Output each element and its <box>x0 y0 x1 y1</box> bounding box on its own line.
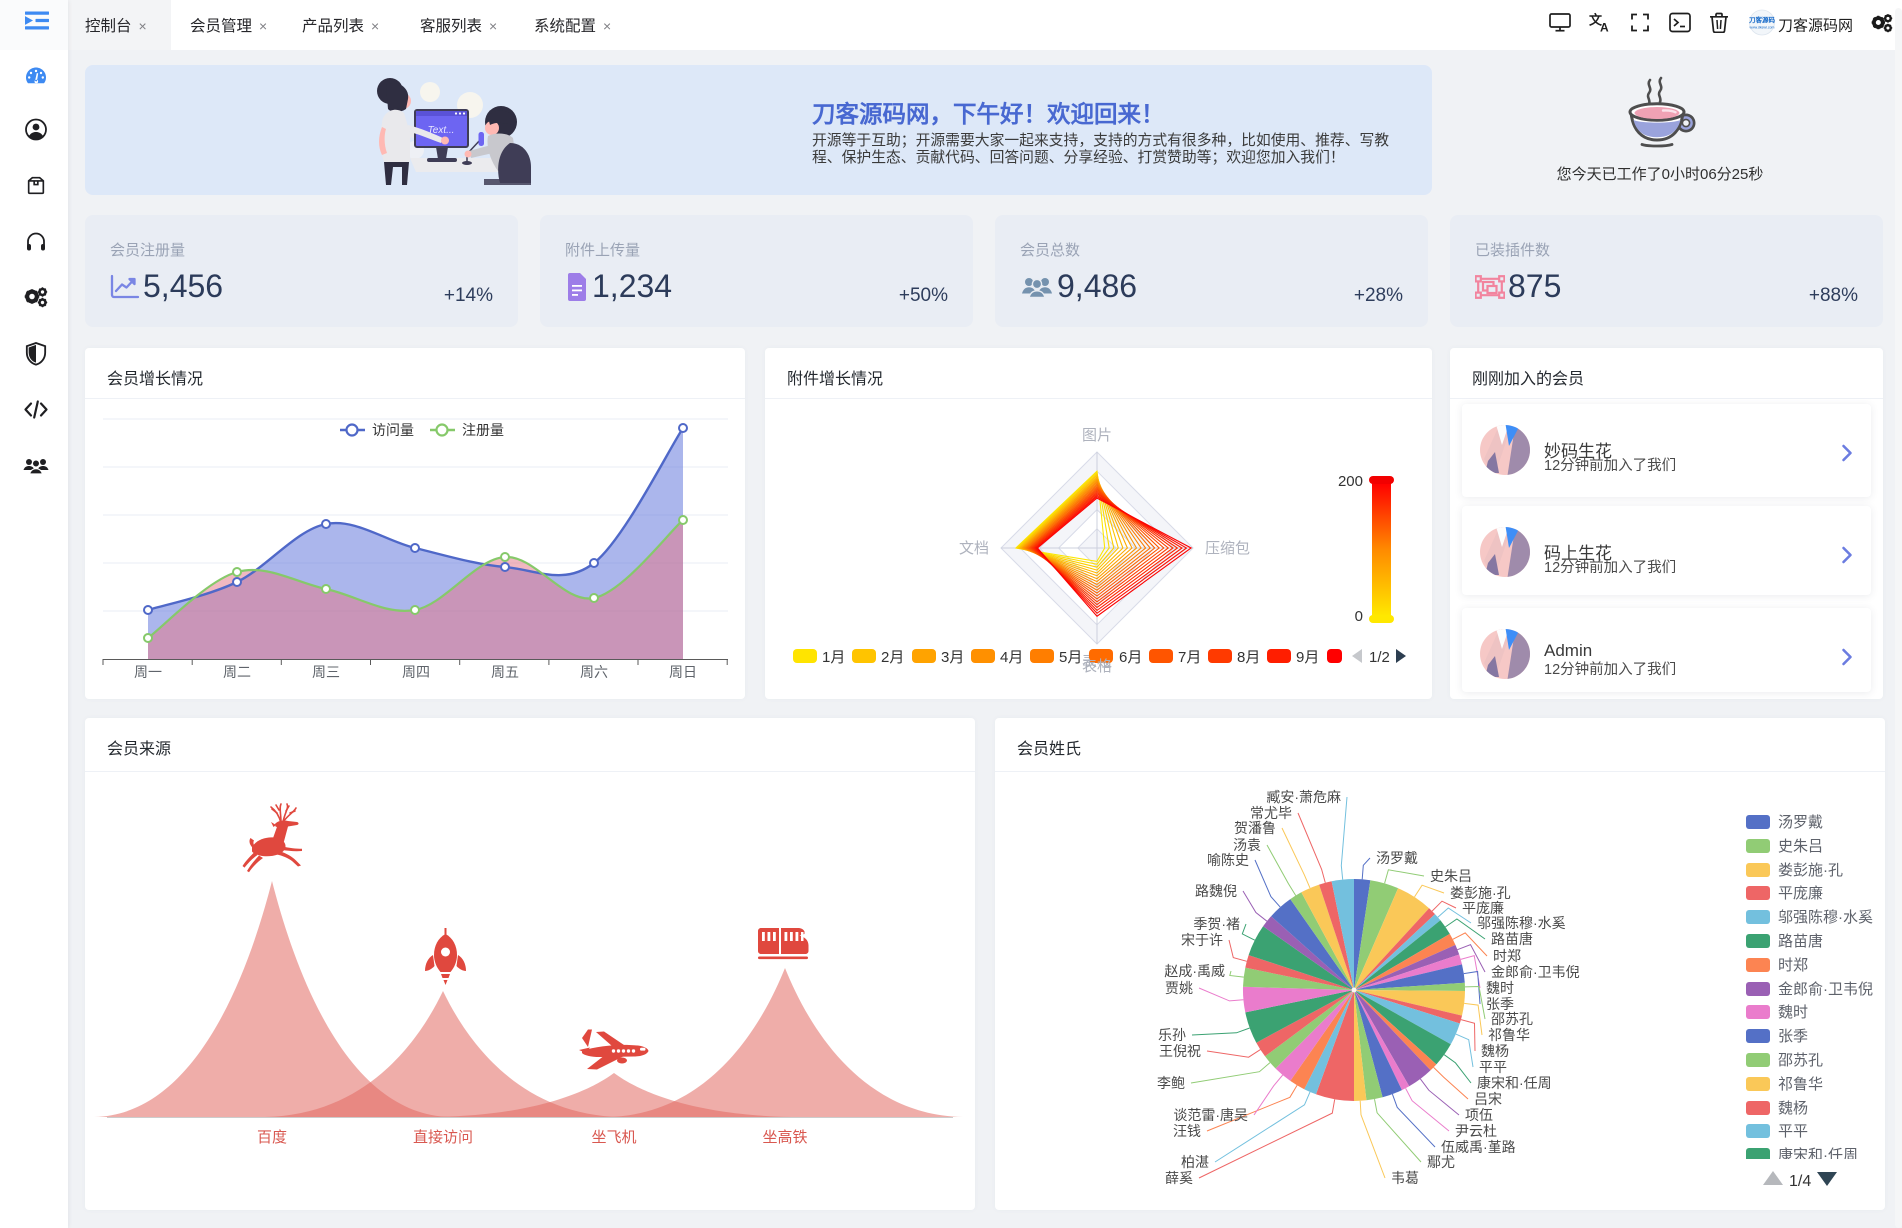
svg-text:时郑: 时郑 <box>1778 957 1808 974</box>
svg-text:周六: 周六 <box>580 664 608 680</box>
svg-text:金郎俞·卫韦倪: 金郎俞·卫韦倪 <box>1491 964 1580 980</box>
svg-text:魏时: 魏时 <box>1778 1004 1808 1021</box>
svg-text:项伍: 项伍 <box>1465 1107 1493 1123</box>
svg-text:伍威禹·堇路: 伍威禹·堇路 <box>1441 1139 1516 1155</box>
svg-text:魏杨: 魏杨 <box>1778 1100 1808 1117</box>
svg-text:3月: 3月 <box>941 649 964 666</box>
svg-text:A: A <box>1600 21 1609 33</box>
svg-text:贾姚: 贾姚 <box>1165 980 1193 996</box>
svg-text:周四: 周四 <box>402 664 430 680</box>
svg-text:7月: 7月 <box>1178 649 1201 666</box>
svg-text:周一: 周一 <box>134 664 162 680</box>
svg-text:魏杨: 魏杨 <box>1481 1043 1509 1059</box>
svg-text:李鲍: 李鲍 <box>1157 1075 1185 1091</box>
svg-text:周五: 周五 <box>491 664 519 680</box>
svg-text:喻陈史: 喻陈史 <box>1207 852 1249 868</box>
svg-text:图片: 图片 <box>1082 427 1112 444</box>
svg-text:祁鲁华: 祁鲁华 <box>1778 1076 1823 1093</box>
svg-text:200: 200 <box>1338 473 1363 490</box>
svg-text:季贺·褚: 季贺·褚 <box>1193 916 1240 932</box>
svg-text:张季: 张季 <box>1486 996 1514 1012</box>
svg-text:Text...: Text... <box>428 125 455 136</box>
svg-text:直接访问: 直接访问 <box>413 1129 473 1146</box>
svg-text:坐高铁: 坐高铁 <box>762 1129 807 1146</box>
svg-text:平平: 平平 <box>1778 1123 1808 1140</box>
svg-text:4月: 4月 <box>1000 649 1023 666</box>
svg-text:汤罗戴: 汤罗戴 <box>1376 850 1418 866</box>
svg-text:宋于许: 宋于许 <box>1181 932 1223 948</box>
svg-text:刀客源码: 刀客源码 <box>1749 15 1775 24</box>
svg-text:常尤毕: 常尤毕 <box>1250 805 1292 821</box>
svg-text:张季: 张季 <box>1778 1028 1808 1045</box>
svg-text:1月: 1月 <box>822 649 845 666</box>
svg-text:邬强陈穆·水奚: 邬强陈穆·水奚 <box>1477 915 1566 931</box>
svg-text:坐飞机: 坐飞机 <box>591 1129 636 1146</box>
svg-text:表格: 表格 <box>1082 658 1112 675</box>
svg-text:文: 文 <box>1589 13 1603 28</box>
svg-text:尹云杜: 尹云杜 <box>1455 1123 1497 1139</box>
svg-text:平庞廉: 平庞廉 <box>1778 885 1823 902</box>
svg-text:时郑: 时郑 <box>1493 948 1521 964</box>
svg-text:周日: 周日 <box>669 664 697 680</box>
svg-text:周三: 周三 <box>312 664 340 680</box>
svg-text:汤罗戴: 汤罗戴 <box>1778 814 1823 831</box>
svg-text:康宋和·任周: 康宋和·任周 <box>1477 1075 1552 1091</box>
svg-text:赵成·禹威: 赵成·禹威 <box>1164 963 1225 979</box>
svg-text:薛奚: 薛奚 <box>1165 1170 1193 1186</box>
svg-text:8月: 8月 <box>1237 649 1260 666</box>
svg-text:鄢尤: 鄢尤 <box>1427 1154 1455 1170</box>
svg-text:0: 0 <box>1355 608 1363 625</box>
svg-text:邬强陈穆·水奚: 邬强陈穆·水奚 <box>1778 908 1873 926</box>
svg-text:金郎俞·卫韦倪: 金郎俞·卫韦倪 <box>1778 980 1873 998</box>
svg-text:邵苏孔: 邵苏孔 <box>1491 1011 1533 1027</box>
svg-text:5月: 5月 <box>1059 649 1082 666</box>
svg-text:www.dkewl.com: www.dkewl.com <box>1750 26 1775 30</box>
svg-text:魏时: 魏时 <box>1486 980 1514 996</box>
svg-text:娄彭施·孔: 娄彭施·孔 <box>1778 862 1843 879</box>
svg-text:王倪祝: 王倪祝 <box>1159 1043 1201 1059</box>
svg-text:1/4: 1/4 <box>1789 1173 1811 1190</box>
svg-text:史朱吕: 史朱吕 <box>1430 868 1472 884</box>
svg-text:贺潘鲁: 贺潘鲁 <box>1234 820 1276 836</box>
svg-text:9月: 9月 <box>1296 649 1319 666</box>
svg-text:路魏倪: 路魏倪 <box>1195 883 1237 899</box>
svg-text:路苗唐: 路苗唐 <box>1491 931 1533 947</box>
svg-text:路苗唐: 路苗唐 <box>1778 933 1823 950</box>
svg-text:臧安·萧危麻: 臧安·萧危麻 <box>1266 789 1341 805</box>
svg-text:2月: 2月 <box>881 649 904 666</box>
svg-text:访问量: 访问量 <box>372 422 414 438</box>
svg-text:汪钱: 汪钱 <box>1173 1123 1201 1139</box>
svg-text:压缩包: 压缩包 <box>1205 540 1250 557</box>
svg-text:注册量: 注册量 <box>462 422 504 438</box>
svg-text:韦葛: 韦葛 <box>1391 1170 1419 1186</box>
svg-text:6月: 6月 <box>1119 649 1142 666</box>
svg-text:汤袁: 汤袁 <box>1233 837 1261 853</box>
svg-text:平庞廉: 平庞廉 <box>1462 900 1504 916</box>
svg-text:谈范雷·唐吴: 谈范雷·唐吴 <box>1173 1107 1248 1123</box>
svg-text:史朱吕: 史朱吕 <box>1778 838 1823 855</box>
svg-text:文档: 文档 <box>959 540 989 557</box>
svg-text:乐孙: 乐孙 <box>1158 1027 1186 1043</box>
svg-text:娄彭施·孔: 娄彭施·孔 <box>1450 885 1511 901</box>
svg-text:邵苏孔: 邵苏孔 <box>1778 1052 1823 1069</box>
svg-text:平平: 平平 <box>1479 1059 1507 1075</box>
svg-text:柏湛: 柏湛 <box>1181 1154 1209 1170</box>
svg-text:1/2: 1/2 <box>1369 649 1390 666</box>
svg-text:祁鲁华: 祁鲁华 <box>1488 1027 1530 1043</box>
svg-text:吕宋: 吕宋 <box>1474 1091 1502 1107</box>
svg-text:周二: 周二 <box>223 664 251 680</box>
svg-text:百度: 百度 <box>257 1129 287 1146</box>
